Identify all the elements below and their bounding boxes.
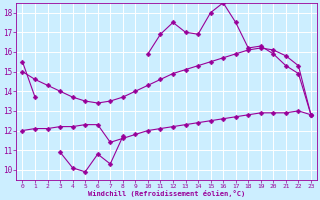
X-axis label: Windchill (Refroidissement éolien,°C): Windchill (Refroidissement éolien,°C): [88, 190, 245, 197]
